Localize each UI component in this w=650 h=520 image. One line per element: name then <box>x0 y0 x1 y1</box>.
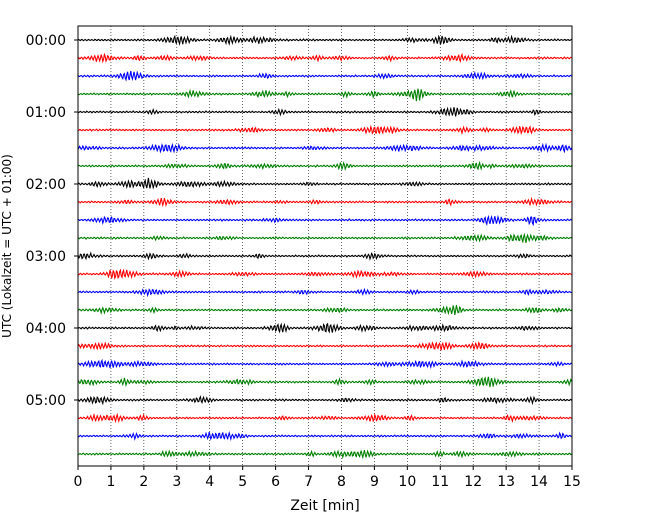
seismic-trace <box>77 177 572 190</box>
x-tick-label: 14 <box>530 474 548 490</box>
x-tick-label: 15 <box>563 474 581 490</box>
seismic-trace <box>77 160 573 172</box>
seismic-trace <box>77 322 572 334</box>
x-tick-label: 8 <box>337 474 346 490</box>
y-tick-label: 03:00 <box>26 249 66 265</box>
seismic-trace <box>77 449 572 460</box>
plot-frame <box>77 25 573 467</box>
y-axis: 00:00 01:00 02:00 03:00 04:00 05:00 <box>26 33 78 409</box>
y-tick-label: 02:00 <box>26 177 66 193</box>
seismic-trace <box>77 376 573 388</box>
seismic-trace <box>77 268 572 281</box>
y-tick-label: 04:00 <box>26 321 66 337</box>
x-tick-label: 9 <box>370 474 379 490</box>
seismic-trace <box>77 251 572 261</box>
seismic-trace <box>77 142 573 154</box>
seismic-trace <box>77 341 572 351</box>
x-tick-label: 7 <box>304 474 313 490</box>
seismic-trace <box>77 88 572 102</box>
y-tick-label: 00:00 <box>26 33 66 49</box>
seismic-trace <box>77 124 572 136</box>
seismic-trace <box>77 304 572 316</box>
x-tick-label: 1 <box>106 474 115 490</box>
seismic-trace <box>77 395 573 406</box>
x-tick-label: 11 <box>431 474 449 490</box>
seismic-trace <box>77 232 572 243</box>
seismic-trace <box>77 412 572 424</box>
seismic-trace <box>77 196 572 208</box>
seismic-trace <box>77 52 572 64</box>
grid-lines <box>110 26 540 466</box>
seismic-trace <box>77 106 572 117</box>
seismic-trace <box>77 431 572 442</box>
x-tick-label: 5 <box>238 474 247 490</box>
x-axis-label: Zeit [min] <box>290 498 359 514</box>
seismic-trace <box>77 358 572 370</box>
seismic-trace <box>77 287 572 298</box>
y-axis-label: UTC (Lokalzeit = UTC + 01:00) <box>0 154 14 338</box>
x-axis: 0 1 2 3 4 5 6 7 8 9 10 11 12 13 14 15 <box>74 466 581 490</box>
x-tick-label: 0 <box>74 474 83 490</box>
seismic-trace <box>77 214 572 227</box>
y-tick-label: 01:00 <box>26 105 66 121</box>
seismic-trace <box>77 34 572 47</box>
x-tick-label: 10 <box>398 474 416 490</box>
x-tick-label: 4 <box>205 474 214 490</box>
y-tick-label: 05:00 <box>26 393 66 409</box>
x-tick-label: 3 <box>172 474 181 490</box>
seismic-traces <box>77 34 573 460</box>
x-tick-label: 6 <box>271 474 280 490</box>
x-tick-label: 13 <box>497 474 515 490</box>
x-tick-label: 2 <box>139 474 148 490</box>
seismic-trace <box>77 70 573 82</box>
x-tick-label: 12 <box>464 474 482 490</box>
